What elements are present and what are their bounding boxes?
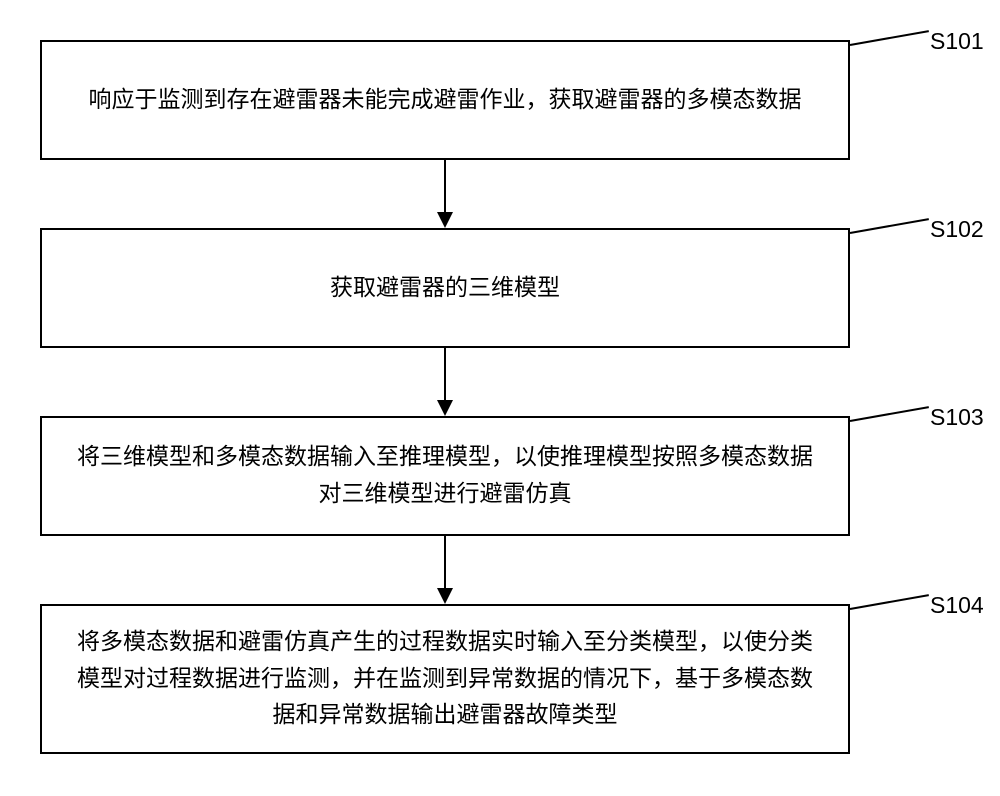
- leader-line: [850, 218, 929, 234]
- step-box-S103: 将三维模型和多模态数据输入至推理模型，以使推理模型按照多模态数据对三维模型进行避…: [40, 416, 850, 536]
- step-text: 将多模态数据和避雷仿真产生的过程数据实时输入至分类模型，以使分类模型对过程数据进…: [72, 624, 818, 734]
- leader-line: [850, 594, 929, 610]
- step-text: 将三维模型和多模态数据输入至推理模型，以使推理模型按照多模态数据对三维模型进行避…: [72, 439, 818, 513]
- arrow-line: [444, 348, 446, 400]
- step-label-S101: S101: [930, 28, 984, 55]
- step-text: 获取避雷器的三维模型: [330, 270, 560, 307]
- step-label-S103: S103: [930, 404, 984, 431]
- step-box-S102: 获取避雷器的三维模型: [40, 228, 850, 348]
- step-box-S101: 响应于监测到存在避雷器未能完成避雷作业，获取避雷器的多模态数据: [40, 40, 850, 160]
- arrow-line: [444, 160, 446, 212]
- leader-line: [850, 30, 929, 46]
- step-box-S104: 将多模态数据和避雷仿真产生的过程数据实时输入至分类模型，以使分类模型对过程数据进…: [40, 604, 850, 754]
- flowchart-canvas: 响应于监测到存在避雷器未能完成避雷作业，获取避雷器的多模态数据 S101 获取避雷器…: [0, 0, 1000, 796]
- arrow-line: [444, 536, 446, 588]
- step-label-S104: S104: [930, 592, 984, 619]
- arrow-head: [437, 588, 453, 604]
- step-label-S102: S102: [930, 216, 984, 243]
- arrow-head: [437, 400, 453, 416]
- step-text: 响应于监测到存在避雷器未能完成避雷作业，获取避雷器的多模态数据: [89, 82, 802, 119]
- leader-line: [850, 406, 929, 422]
- arrow-head: [437, 212, 453, 228]
